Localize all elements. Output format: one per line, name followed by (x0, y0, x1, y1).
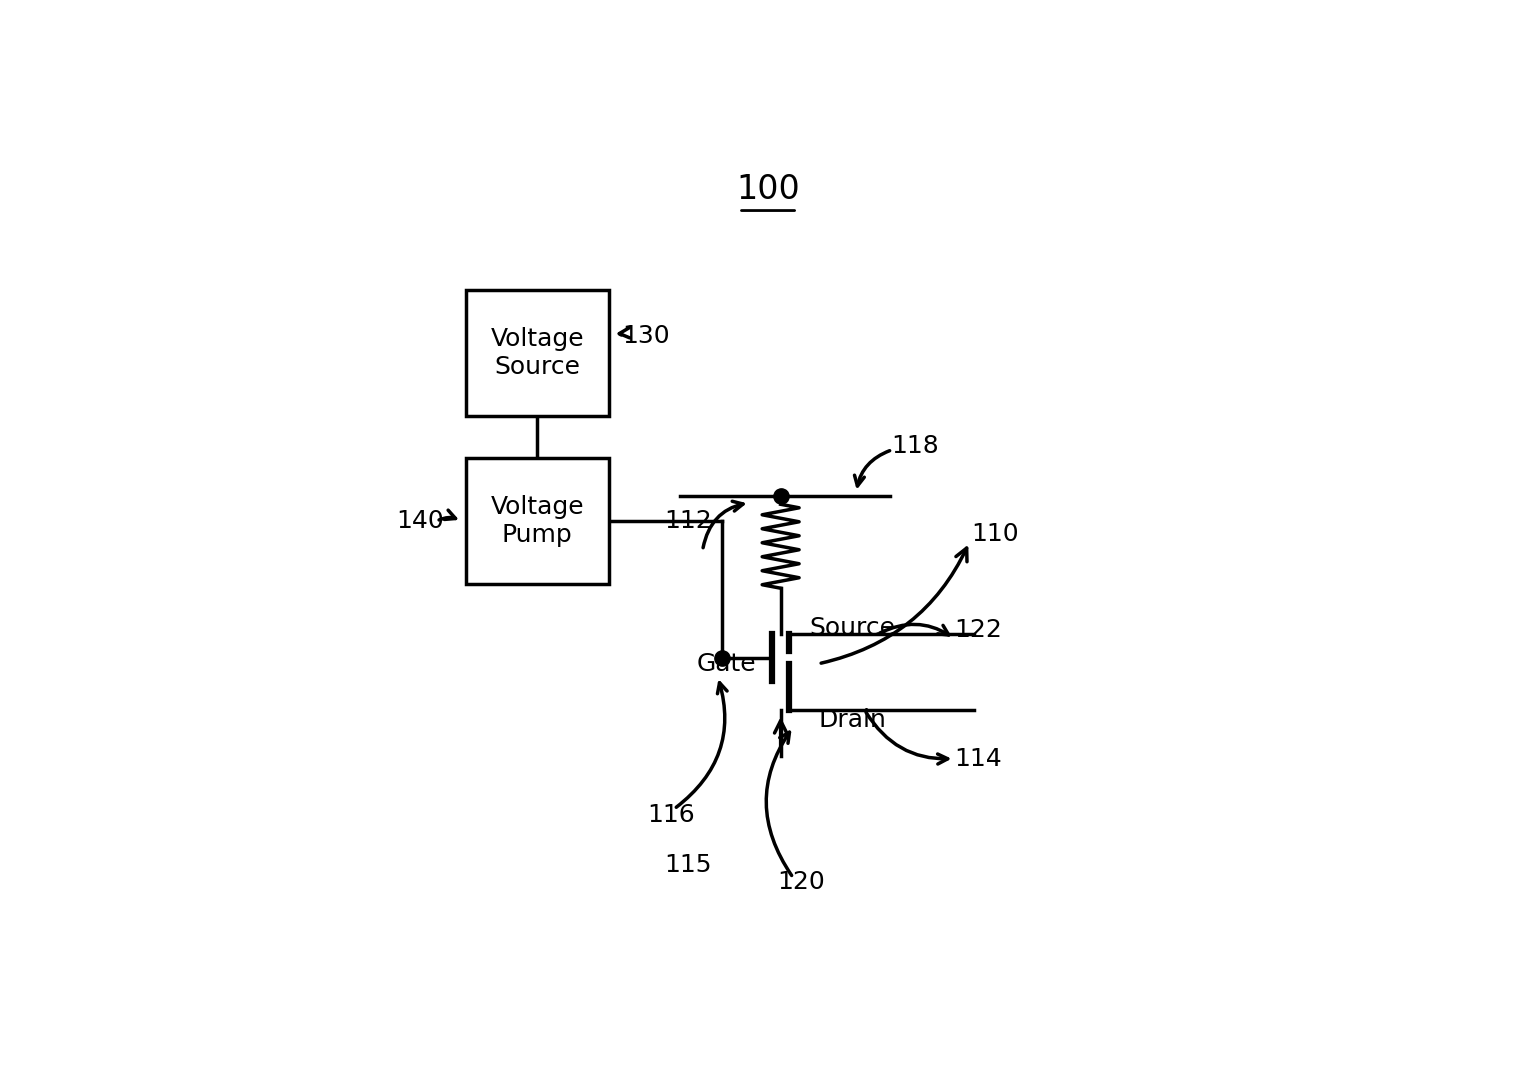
Text: Voltage
Source: Voltage Source (491, 327, 585, 379)
FancyBboxPatch shape (467, 458, 609, 584)
Text: 122: 122 (954, 618, 1001, 642)
Text: 112: 112 (665, 509, 712, 533)
Text: 114: 114 (954, 747, 1001, 771)
Text: Drain: Drain (818, 708, 886, 732)
Text: 110: 110 (971, 522, 1018, 546)
Text: 140: 140 (395, 509, 444, 533)
Text: Gate: Gate (697, 652, 756, 676)
Text: 100: 100 (736, 173, 800, 206)
Text: 130: 130 (623, 325, 670, 349)
Text: 118: 118 (891, 434, 939, 458)
Text: 120: 120 (777, 870, 826, 894)
Text: Voltage
Pump: Voltage Pump (491, 495, 585, 547)
Text: Source: Source (809, 616, 895, 640)
FancyBboxPatch shape (467, 290, 609, 416)
Text: 115: 115 (665, 853, 712, 877)
Text: 116: 116 (647, 803, 695, 827)
